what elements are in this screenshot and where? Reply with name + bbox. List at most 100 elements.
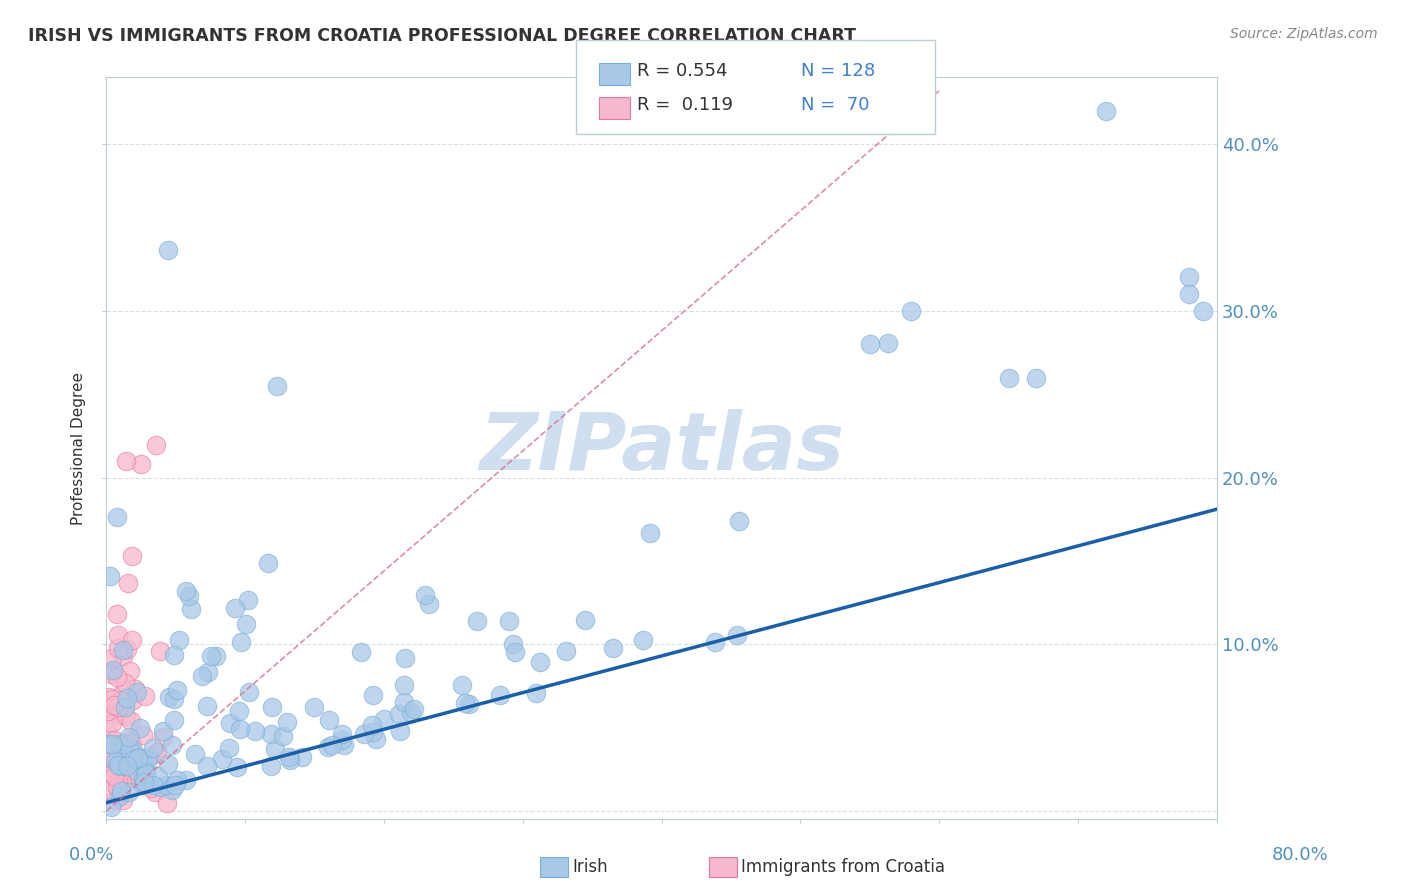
- Point: [132, 772, 155, 787]
- Point: [127, 749, 149, 764]
- Point: [114, 676, 136, 690]
- Point: [555, 644, 578, 658]
- Point: [200, 648, 222, 663]
- Point: [278, 750, 301, 764]
- Point: [997, 370, 1019, 384]
- Point: [157, 756, 180, 771]
- Point: [100, 800, 122, 814]
- Point: [163, 648, 186, 662]
- Point: [103, 769, 125, 783]
- Text: R = 0.554: R = 0.554: [637, 62, 727, 80]
- Point: [160, 738, 183, 752]
- Point: [1025, 370, 1047, 384]
- Point: [110, 784, 132, 798]
- Point: [117, 772, 139, 787]
- Point: [278, 753, 301, 767]
- Point: [638, 526, 661, 541]
- Point: [316, 740, 339, 755]
- Point: [163, 692, 186, 706]
- Point: [129, 764, 152, 778]
- Point: [184, 747, 207, 761]
- Point: [114, 709, 136, 723]
- Point: [218, 741, 240, 756]
- Point: [112, 776, 135, 790]
- Point: [110, 759, 132, 773]
- Point: [725, 628, 748, 642]
- Point: [174, 583, 197, 598]
- Point: [100, 667, 122, 681]
- Point: [157, 690, 180, 704]
- Point: [107, 699, 129, 714]
- Point: [602, 641, 624, 656]
- Point: [190, 669, 212, 683]
- Point: [112, 683, 135, 698]
- Point: [121, 549, 143, 563]
- Point: [104, 754, 127, 768]
- Point: [100, 715, 122, 730]
- Point: [197, 665, 219, 680]
- Point: [195, 699, 218, 714]
- Point: [349, 645, 371, 659]
- Point: [120, 714, 142, 728]
- Point: [118, 734, 141, 748]
- Point: [389, 723, 412, 738]
- Point: [401, 705, 423, 719]
- Point: [103, 765, 125, 780]
- Point: [101, 663, 124, 677]
- Point: [105, 669, 128, 683]
- Point: [364, 731, 387, 746]
- Point: [167, 633, 190, 648]
- Point: [304, 700, 326, 714]
- Point: [131, 728, 153, 742]
- Point: [177, 589, 200, 603]
- Point: [104, 755, 127, 769]
- Point: [877, 336, 900, 351]
- Text: Source: ZipAtlas.com: Source: ZipAtlas.com: [1230, 27, 1378, 41]
- Point: [165, 778, 187, 792]
- Point: [388, 706, 411, 721]
- Text: Irish: Irish: [572, 858, 607, 876]
- Point: [107, 628, 129, 642]
- Point: [363, 688, 385, 702]
- Point: [195, 759, 218, 773]
- Point: [166, 772, 188, 787]
- Point: [166, 683, 188, 698]
- Point: [105, 755, 128, 769]
- Point: [115, 741, 138, 756]
- Point: [418, 597, 440, 611]
- Point: [321, 738, 343, 752]
- Point: [157, 243, 180, 257]
- Point: [120, 736, 142, 750]
- Point: [118, 785, 141, 799]
- Point: [111, 738, 134, 752]
- Point: [458, 697, 481, 711]
- Point: [101, 692, 124, 706]
- Point: [162, 713, 184, 727]
- Point: [135, 765, 157, 780]
- Point: [101, 665, 124, 679]
- Point: [361, 724, 384, 739]
- Point: [111, 776, 134, 790]
- Point: [134, 690, 156, 704]
- Point: [114, 700, 136, 714]
- Point: [118, 664, 141, 678]
- Point: [225, 760, 247, 774]
- Point: [262, 700, 284, 714]
- Text: R =  0.119: R = 0.119: [637, 96, 733, 114]
- Point: [107, 640, 129, 655]
- Point: [117, 759, 139, 773]
- Text: N =  70: N = 70: [801, 96, 870, 114]
- Point: [264, 742, 287, 756]
- Point: [97, 747, 120, 762]
- Point: [502, 637, 524, 651]
- Point: [115, 454, 138, 468]
- Point: [218, 716, 240, 731]
- Point: [97, 705, 120, 719]
- Point: [142, 778, 165, 792]
- Point: [574, 613, 596, 627]
- Point: [900, 303, 922, 318]
- Point: [115, 691, 138, 706]
- Point: [451, 678, 474, 692]
- Point: [101, 651, 124, 665]
- Point: [101, 739, 124, 753]
